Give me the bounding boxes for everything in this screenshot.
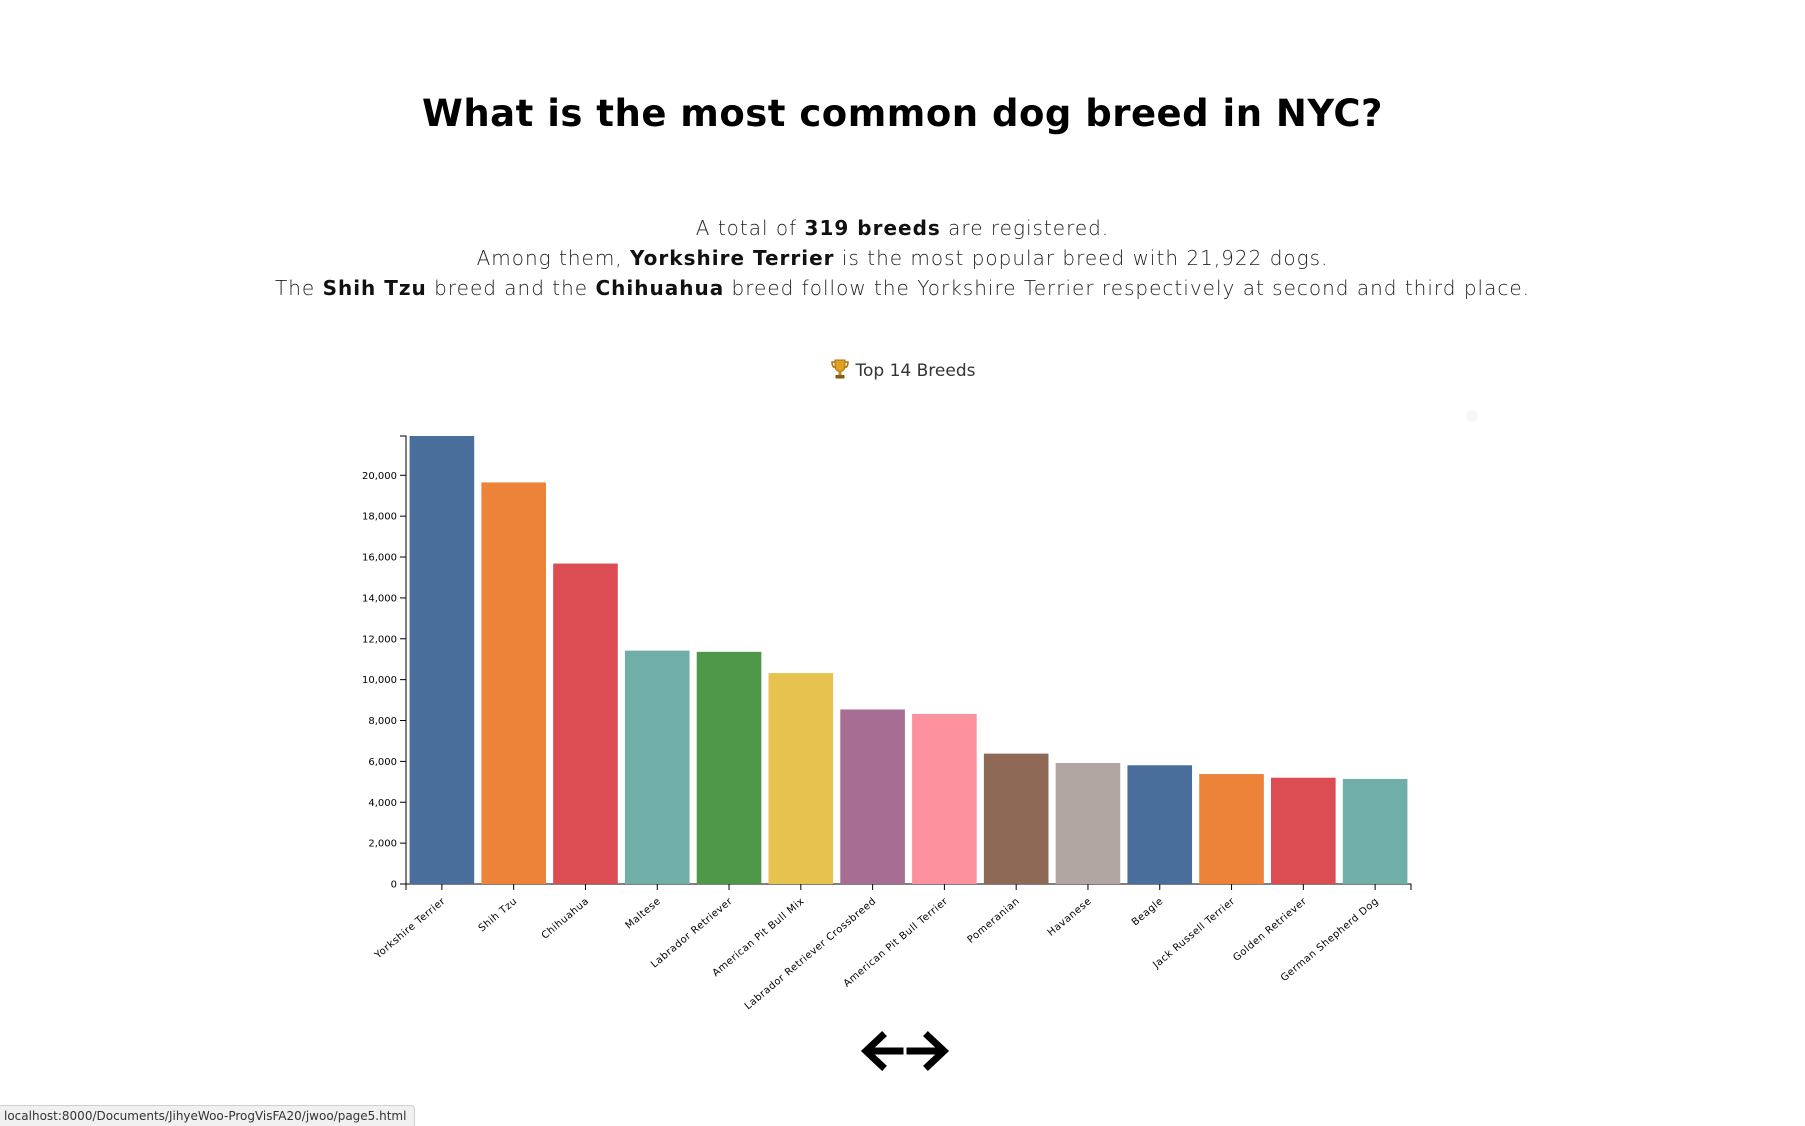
y-tick-label: 4,000 [368,798,397,809]
y-tick-label: 8,000 [368,716,397,727]
intro-line-2: Among them, Yorkshire Terrier is the mos… [0,243,1805,273]
x-tick-label: Golden Retriever [1231,896,1309,964]
bars [409,436,1408,884]
y-tick-label: 16,000 [362,553,397,564]
bar-german-shepherd-dog[interactable] [1342,778,1408,884]
trophy-icon [830,359,849,379]
intro-line-1-suffix: are registered. [940,216,1110,240]
y-tick-label: 0 [391,880,397,891]
x-tick-label: Maltese [624,896,664,932]
x-tick-label: Chihuahua [540,896,592,942]
intro-line-2-bold: Yorkshire Terrier [630,246,835,270]
chart-caption: Top 14 Breeds [0,358,1805,381]
y-tick-label: 6,000 [368,757,397,768]
y-tick-label: 10,000 [362,675,397,686]
y-axis: 0 2,000 4,000 6,000 8,000 10,000 12,000 14,000 1… [362,435,407,891]
x-tick-label: Jack Russell Terrier [1150,896,1237,972]
intro-line-3-bold-1: Shih Tzu [322,276,427,300]
arrow-left-icon[interactable] [860,1027,904,1075]
decorative-dot [1466,410,1478,422]
intro-line-3-middle: breed and the [426,276,596,300]
bar-american-pit-bull-terrier[interactable] [912,713,977,884]
bar-jack-russell-terrier[interactable] [1199,774,1264,884]
intro-line-3-bold-2: Chihuahua [595,276,725,300]
x-tick-label: Pomeranian [966,896,1022,946]
bar-labrador-retriever[interactable] [696,651,762,884]
x-tick-label: Labrador Retriever Crossbreed [743,896,879,1012]
intro-line-1-prefix: A total of [695,216,805,240]
bar-beagle[interactable] [1127,765,1193,884]
bar-golden-retriever[interactable] [1271,777,1336,884]
page-title: What is the most common dog breed in NYC… [422,92,1383,135]
y-tick-label: 14,000 [362,593,397,604]
bar-labrador-retriever-crossbreed[interactable] [840,709,905,884]
y-tick-label: 2,000 [368,839,397,850]
intro-line-3-suffix: breed follow the Yorkshire Terrier respe… [724,276,1530,300]
chart-caption-text: Top 14 Breeds [855,361,976,381]
bar-yorkshire-terrier[interactable] [409,436,475,884]
bar-maltese[interactable] [624,650,690,884]
x-axis: Yorkshire Terrier Shih Tzu Chihuahua Maltes… [372,883,1412,1012]
intro-line-2-prefix: Among them, [476,246,631,270]
bar-pomeranian[interactable] [983,753,1049,884]
intro-line-1-bold: 319 breeds [804,216,941,240]
x-tick-label: Beagle [1130,896,1166,928]
y-tick-label: 20,000 [362,471,397,482]
x-tick-label: Havanese [1046,896,1094,939]
x-tick-label: Labrador Retriever [649,896,735,971]
intro-line-1: A total of 319 breeds are registered. [0,213,1805,243]
x-tick-label: Yorkshire Terrier [372,896,448,962]
bar-american-pit-bull-mix[interactable] [768,673,834,884]
arrow-right-icon[interactable] [906,1027,950,1075]
y-axis-line [400,435,407,885]
intro-line-2-suffix: is the most popular breed with 21,922 do… [834,246,1329,270]
page-navigation [860,1027,960,1079]
intro-line-3: The Shih Tzu breed and the Chihuahua bre… [0,273,1805,303]
bar-chihuahua[interactable] [553,563,618,884]
intro-line-3-prefix: The [275,276,323,300]
intro-text: A total of 319 breeds are registered. Am… [0,213,1805,303]
x-tick-label: Shih Tzu [477,896,520,934]
bar-havanese[interactable] [1055,763,1121,884]
y-tick-label: 18,000 [362,512,397,523]
x-axis-line [405,883,1412,890]
bar-shih-tzu[interactable] [481,482,546,884]
y-tick-label: 12,000 [362,634,397,645]
status-bar-url: localhost:8000/Documents/JihyeWoo-ProgVi… [0,1105,416,1126]
